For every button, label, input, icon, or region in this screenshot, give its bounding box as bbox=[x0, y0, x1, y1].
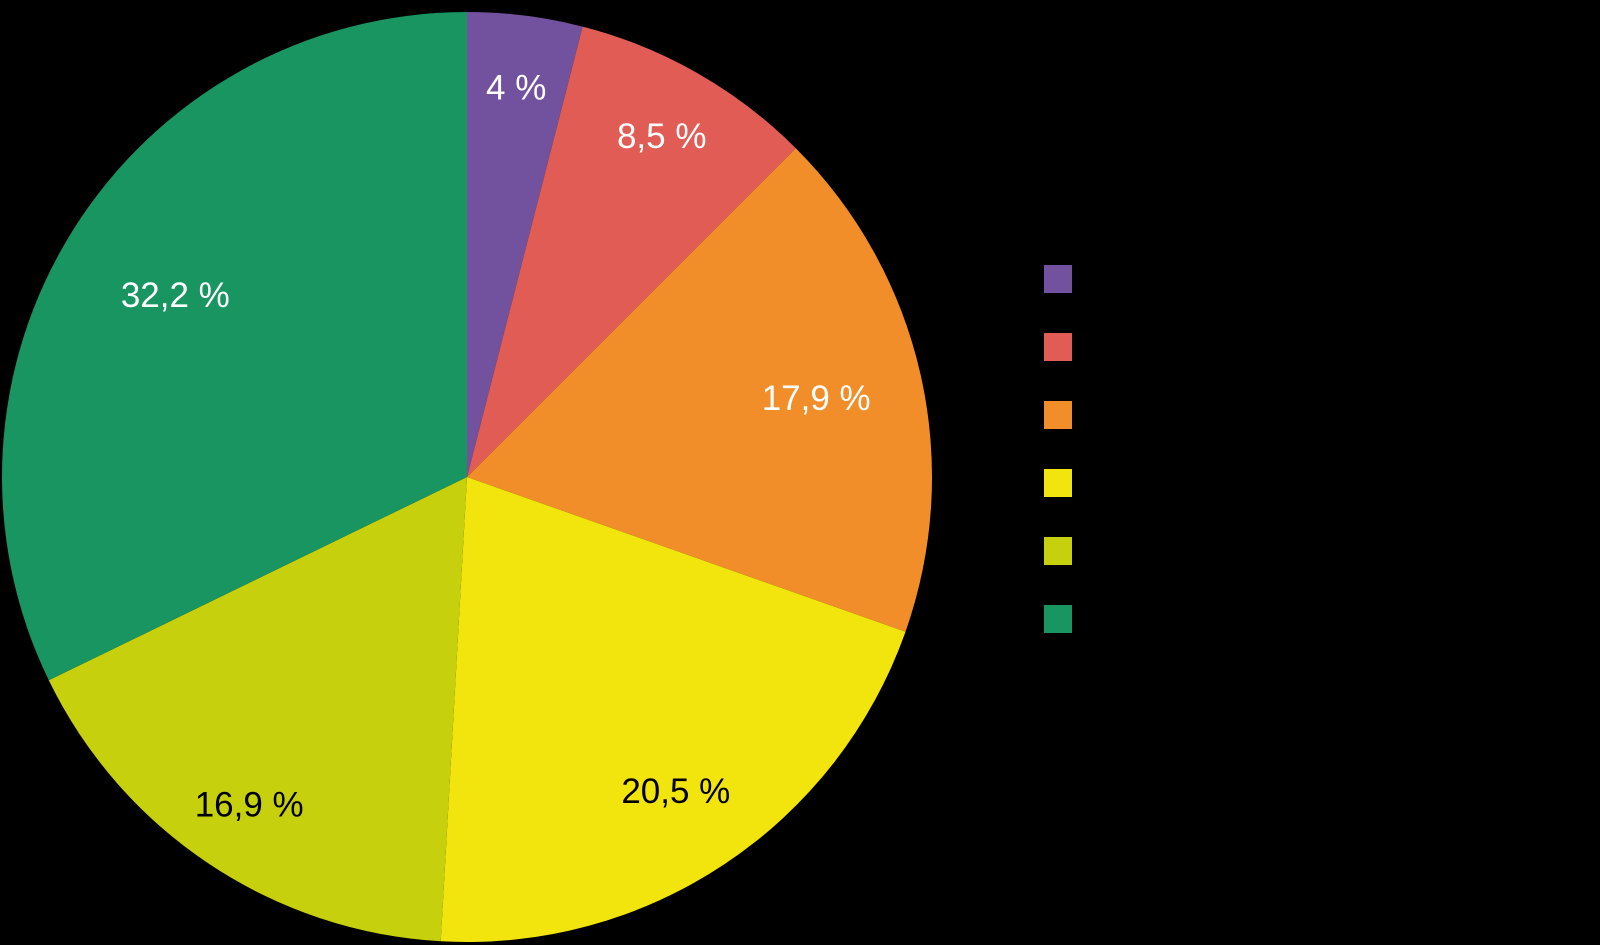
legend-item-3 bbox=[1044, 469, 1072, 497]
pie-slice-yellow bbox=[440, 477, 906, 943]
legend-item-5 bbox=[1044, 605, 1072, 633]
legend-item-4 bbox=[1044, 537, 1072, 565]
pie-slice-purple bbox=[467, 12, 583, 477]
pie-slice-green-label: 32,2 % bbox=[121, 276, 230, 315]
legend-item-0 bbox=[1044, 265, 1072, 293]
pie-slice-red bbox=[467, 26, 796, 478]
legend bbox=[1044, 265, 1072, 633]
legend-swatch-2 bbox=[1044, 401, 1072, 429]
pie-slice-purple-label: 4 % bbox=[486, 68, 546, 107]
pie-slice-olive-label: 16,9 % bbox=[195, 785, 304, 824]
pie-slice-red-label: 8,5 % bbox=[617, 117, 707, 156]
legend-swatch-5 bbox=[1044, 605, 1072, 633]
pie-slice-olive bbox=[48, 477, 467, 942]
legend-swatch-4 bbox=[1044, 537, 1072, 565]
pie-slice-yellow-label: 20,5 % bbox=[621, 772, 730, 811]
legend-item-1 bbox=[1044, 333, 1072, 361]
pie-slice-orange-label: 17,9 % bbox=[762, 379, 871, 418]
pie-slice-orange bbox=[467, 148, 932, 632]
legend-swatch-3 bbox=[1044, 469, 1072, 497]
legend-swatch-0 bbox=[1044, 265, 1072, 293]
legend-swatch-1 bbox=[1044, 333, 1072, 361]
legend-item-2 bbox=[1044, 401, 1072, 429]
pie-slice-green bbox=[2, 12, 467, 681]
